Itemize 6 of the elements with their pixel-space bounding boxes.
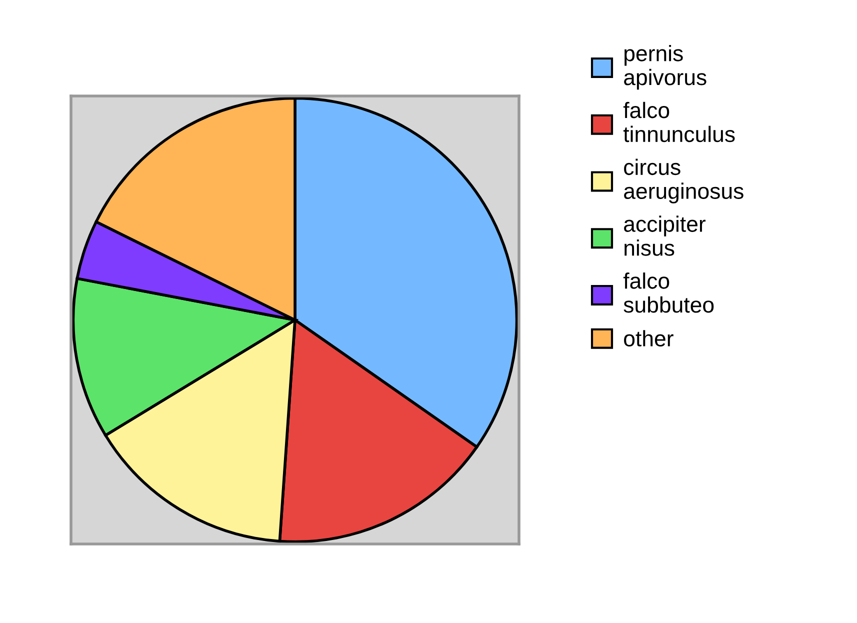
legend-label: pernis apivorus [624, 45, 706, 90]
legend-label: circus aeruginosus [624, 158, 744, 204]
legend-label: accipiter nisus [624, 216, 706, 256]
legend-label: falco subbuteo [623, 272, 714, 313]
legend-label: falco tinnunculus [623, 102, 735, 142]
legend-label: other [624, 330, 674, 346]
